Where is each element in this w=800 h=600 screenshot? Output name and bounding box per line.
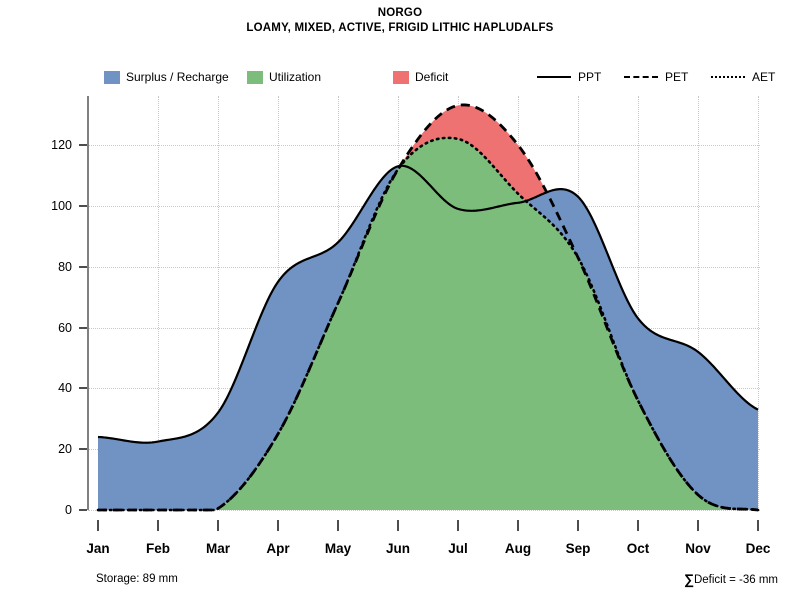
storage-annotation: Storage: 89 mm [96,573,178,585]
y-tick-mark [79,509,87,511]
x-tick-label-apr: Apr [266,541,290,556]
x-tick-label-jun: Jun [385,541,411,556]
chart-title-block: NORGO LOAMY, MIXED, ACTIVE, FRIGID LITHI… [0,6,800,36]
legend-item-ppt: PPT [537,68,601,86]
x-tick-mark [397,520,399,531]
legend-item-surplus: Surplus / Recharge [104,68,229,86]
x-tick-mark [577,520,579,531]
deficit-annotation-text: Deficit = -36 mm [693,574,778,586]
y-tick-mark [79,326,87,329]
x-tick-label-oct: Oct [626,541,650,556]
x-tick-label-nov: Nov [685,541,711,556]
x-tick-mark [277,520,279,531]
pet-line-icon [624,71,658,83]
chart-legend: Surplus / Recharge Utilization Deficit P… [0,68,800,86]
utilization-area [98,137,758,511]
legend-label-aet: AET [752,70,776,84]
x-tick-mark [697,520,699,531]
aet-line-icon [711,71,745,83]
x-tick-mark [457,520,459,531]
y-tick-label: 120 [51,138,72,152]
page-subtitle: LOAMY, MIXED, ACTIVE, FRIGID LITHIC HAPL… [246,22,554,34]
x-tick-mark [517,520,519,531]
x-tick-label-aug: Aug [504,541,532,556]
ppt-line-icon [537,71,571,83]
legend-swatch-surplus [104,70,120,84]
page-title: NORGO [377,7,423,19]
pet-line [98,103,759,512]
y-tick-mark [79,448,87,451]
legend-label-deficit: Deficit [415,70,449,84]
ppt-line [97,164,759,444]
y-tick-label: 100 [51,198,72,213]
legend-label-utilization: Utilization [269,70,322,84]
legend-label-ppt: PPT [578,70,602,84]
deficit-annotation: ∑Deficit = -36 mm [684,571,778,587]
x-tick-mark [97,520,99,531]
y-tick-mark [79,144,87,146]
gridline-vertical [218,96,219,510]
legend-swatch-deficit [393,70,409,84]
gridline-vertical [158,96,159,510]
y-tick-mark [79,387,87,390]
gridline-horizontal [88,510,760,511]
y-tick-label: 0 [65,503,72,517]
y-tick-label: 40 [58,381,72,396]
legend-label-pet: PET [665,70,689,84]
legend-item-pet: PET [624,68,688,86]
deficit-area [401,104,547,201]
sigma-icon: ∑ [683,571,694,587]
gridline-vertical [638,96,639,510]
gridline-vertical [758,96,759,510]
y-tick-label: 80 [58,259,72,274]
x-tick-mark [157,520,159,531]
gridline-vertical [698,96,699,510]
x-tick-mark [337,520,339,531]
legend-swatch-utilization [247,70,263,84]
x-tick-label-jul: Jul [448,541,468,556]
surplus-recharge-area [98,165,758,510]
y-tick-label: 60 [58,320,72,335]
y-tick-mark [79,265,87,268]
legend-item-utilization: Utilization [247,68,321,86]
x-tick-mark [757,520,759,531]
y-axis-line [87,96,89,510]
x-tick-label-mar: Mar [205,541,231,556]
legend-item-aet: AET [711,68,775,86]
legend-label-surplus: Surplus / Recharge [126,70,229,84]
x-tick-label-dec: Dec [745,541,771,556]
x-tick-label-feb: Feb [145,541,171,556]
x-tick-mark [637,520,639,531]
legend-item-deficit: Deficit [393,68,448,86]
x-tick-label-jan: Jan [86,541,110,556]
x-tick-mark [217,520,219,531]
y-tick-mark [79,204,87,207]
y-tick-label: 20 [58,442,72,457]
x-tick-label-may: May [324,541,352,556]
x-tick-label-sep: Sep [565,541,591,556]
